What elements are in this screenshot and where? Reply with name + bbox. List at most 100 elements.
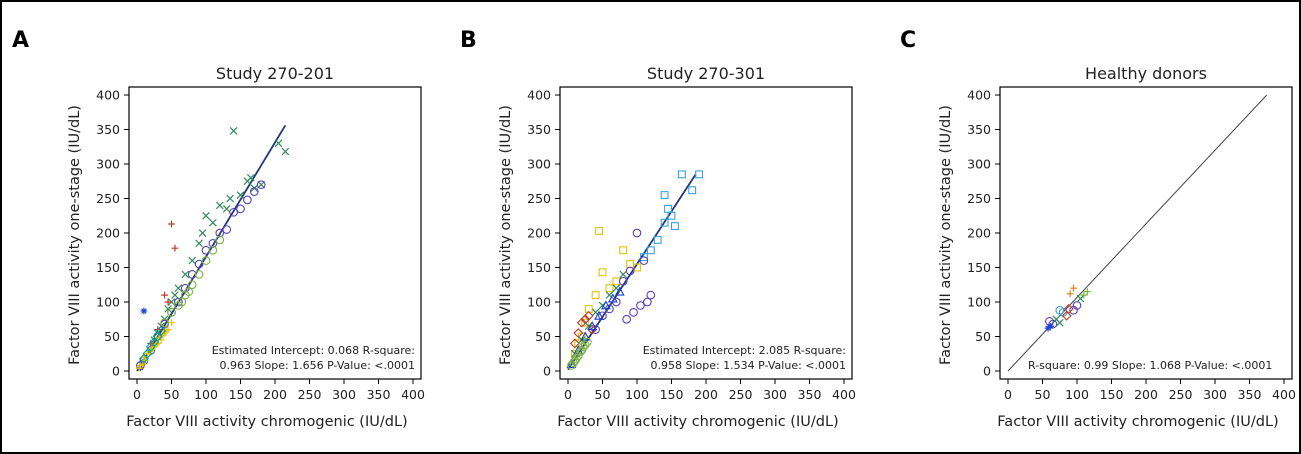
y-tick-label: 0	[112, 364, 120, 379]
data-point	[601, 300, 611, 310]
y-tick-label: 200	[967, 226, 991, 241]
panel-letter-a: A	[12, 28, 30, 53]
data-point	[646, 246, 655, 255]
y-tick-label: 50	[975, 329, 991, 344]
data-point	[281, 147, 290, 156]
data-point	[633, 263, 641, 272]
data-point	[619, 246, 628, 255]
data-point	[155, 334, 163, 342]
y-tick-label: 350	[527, 122, 551, 137]
stats-annotation: R-square: 0.99 Slope: 1.068 P-Value: <.0…	[1028, 359, 1272, 372]
data-point	[164, 298, 172, 306]
stats-annotation: 0.958 Slope: 1.534 P-Value: <.0001	[650, 359, 846, 372]
data-point	[660, 191, 669, 199]
data-point	[194, 259, 204, 269]
data-point	[171, 291, 179, 299]
x-tick-label: 200	[1134, 387, 1158, 402]
data-point	[595, 226, 604, 235]
data-point	[187, 280, 197, 290]
data-point	[1061, 310, 1072, 321]
chart-panel-3: Healthy donors 0 50 100 150 200 250 300 350 400 0 5…	[938, 64, 1296, 430]
data-point	[667, 211, 676, 220]
data-point	[591, 291, 600, 300]
data-point	[567, 361, 576, 370]
data-point	[622, 314, 632, 324]
data-point	[594, 310, 604, 320]
data-point	[188, 256, 197, 265]
data-point	[639, 253, 648, 262]
data-point	[632, 228, 642, 238]
data-point	[215, 228, 225, 238]
x-tick-label: 300	[332, 387, 356, 402]
data-point	[639, 256, 649, 265]
plot-frame	[128, 86, 422, 380]
y-axis-label: Factor VIII activity one-stage (IU/dL)	[67, 105, 83, 365]
data-point	[695, 170, 704, 179]
data-point	[168, 220, 175, 228]
y-tick-label: 250	[527, 191, 551, 206]
plot-frame	[559, 86, 853, 380]
y-tick-label: 150	[96, 260, 120, 275]
data-point	[167, 298, 176, 306]
data-point	[160, 318, 169, 328]
chart-panel-2: Study 270-301 0 50 100 150 200 250 300 350 400 0 50…	[498, 64, 856, 430]
data-point	[135, 364, 143, 372]
chart-panel-1: Study 270-201 0 50 100 150 200 250 300 350 400 0 50…	[67, 64, 425, 430]
data-point	[688, 186, 697, 195]
data-point	[226, 194, 234, 203]
data-point	[660, 218, 669, 227]
chart-title: Study 270-201	[216, 64, 334, 83]
data-point	[177, 297, 187, 307]
x-tick-label: 250	[1169, 387, 1193, 402]
x-axis-label: Factor VIII activity chromogenic (IU/dL)	[997, 414, 1278, 430]
x-tick-label: 200	[694, 387, 718, 402]
data-point	[614, 286, 625, 296]
x-tick-label: 250	[729, 387, 753, 402]
x-tick-label: 150	[660, 387, 684, 402]
data-point	[1066, 290, 1074, 298]
data-point	[677, 170, 686, 179]
data-point	[619, 270, 628, 279]
x-tick-label: 350	[367, 387, 391, 402]
data-point	[156, 326, 167, 336]
data-point	[209, 218, 217, 227]
panel-letter-c: C	[900, 28, 917, 53]
x-tick-label: 250	[298, 387, 322, 402]
data-layer	[566, 170, 704, 371]
data-point	[181, 270, 190, 279]
data-point	[274, 139, 283, 148]
x-tick-label: 50	[595, 387, 611, 402]
data-point	[249, 187, 259, 196]
data-point	[257, 180, 266, 189]
data-point	[605, 284, 614, 293]
y-tick-label: 200	[96, 226, 120, 241]
x-tick-label: 100	[194, 387, 218, 402]
y-tick-label: 100	[967, 295, 991, 310]
x-tick-label: 50	[164, 387, 180, 402]
data-point	[629, 308, 638, 317]
data-point	[1063, 303, 1074, 314]
data-point	[587, 320, 598, 331]
data-point	[164, 305, 172, 313]
x-tick-label: 400	[1272, 387, 1296, 402]
x-tick-label: 150	[1100, 387, 1124, 402]
data-point	[187, 270, 197, 279]
chart-title: Healthy donors	[1085, 64, 1207, 83]
data-point	[576, 317, 587, 328]
stats-annotation: Estimated Intercept: 0.068 R-square:	[212, 344, 415, 357]
x-tick-label: 350	[798, 387, 822, 402]
x-tick-label: 100	[1065, 387, 1089, 402]
data-point	[653, 235, 662, 244]
data-point	[636, 301, 645, 310]
data-point	[138, 353, 149, 364]
y-tick-label: 0	[983, 364, 991, 379]
data-layer	[135, 124, 290, 372]
data-point	[583, 310, 594, 321]
x-tick-label: 50	[1035, 387, 1051, 402]
y-tick-label: 250	[96, 191, 120, 206]
x-tick-label: 350	[1238, 387, 1262, 402]
data-point	[198, 229, 207, 237]
panel-letter-b: B	[460, 28, 477, 53]
data-point	[167, 308, 176, 317]
